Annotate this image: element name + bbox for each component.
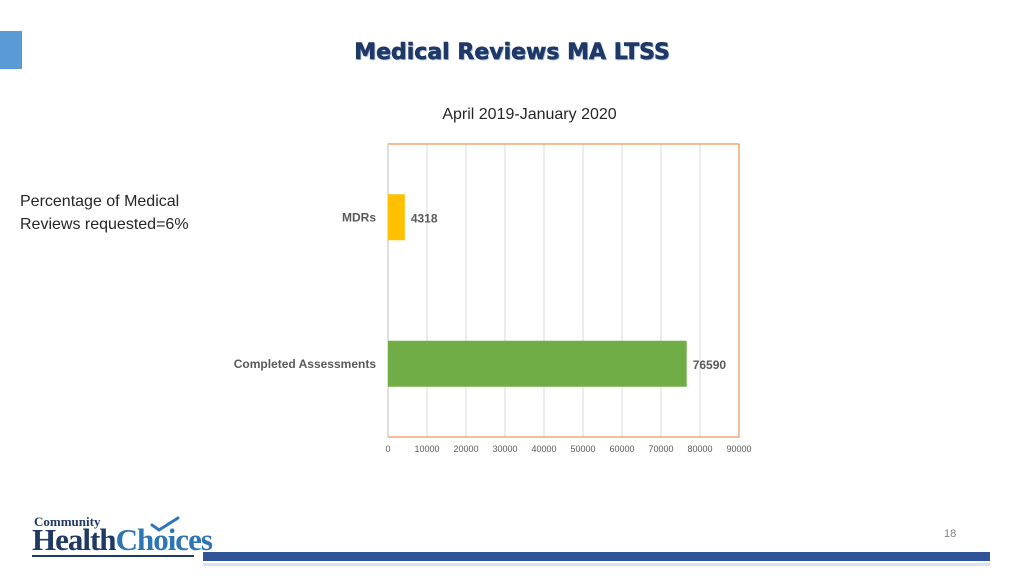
x-tick-label: 10000: [414, 444, 439, 454]
x-tick-label: 50000: [570, 444, 595, 454]
logo-health-text: Health: [32, 522, 117, 557]
percentage-note: Percentage of Medical Reviews requested=…: [20, 193, 189, 233]
logo-underline: [32, 555, 194, 557]
footer-bar: [203, 552, 990, 561]
check-icon: [150, 516, 180, 532]
chart-date-range: April 2019-January 2020: [442, 106, 617, 123]
category-label: Completed Assessments: [234, 357, 377, 371]
bar-1: [388, 340, 687, 387]
x-tick-label: 70000: [648, 444, 673, 454]
data-label: 76590: [693, 358, 727, 372]
x-tick-label: 30000: [492, 444, 517, 454]
slide-title: Medical Reviews MA LTSS: [354, 40, 670, 66]
corner-accent: [0, 31, 22, 69]
data-label: 4318: [411, 211, 438, 225]
x-tick-label: 60000: [609, 444, 634, 454]
logo-community-text: Community: [34, 514, 101, 529]
x-tick-label: 20000: [453, 444, 478, 454]
x-tick-label: 80000: [687, 444, 712, 454]
page-number: 18: [944, 528, 957, 540]
x-tick-label: 40000: [531, 444, 556, 454]
logo-wordmark: HealthChoices: [32, 522, 213, 558]
category-label: MDRs: [342, 210, 376, 224]
x-tick-label: 0: [385, 444, 390, 454]
bar-0: [388, 194, 405, 241]
plot-frame: [387, 143, 740, 438]
footer-bar-accent: [203, 563, 990, 566]
x-tick-label: 90000: [726, 444, 751, 454]
community-health-choices-logo: Community HealthChoices: [32, 512, 213, 562]
